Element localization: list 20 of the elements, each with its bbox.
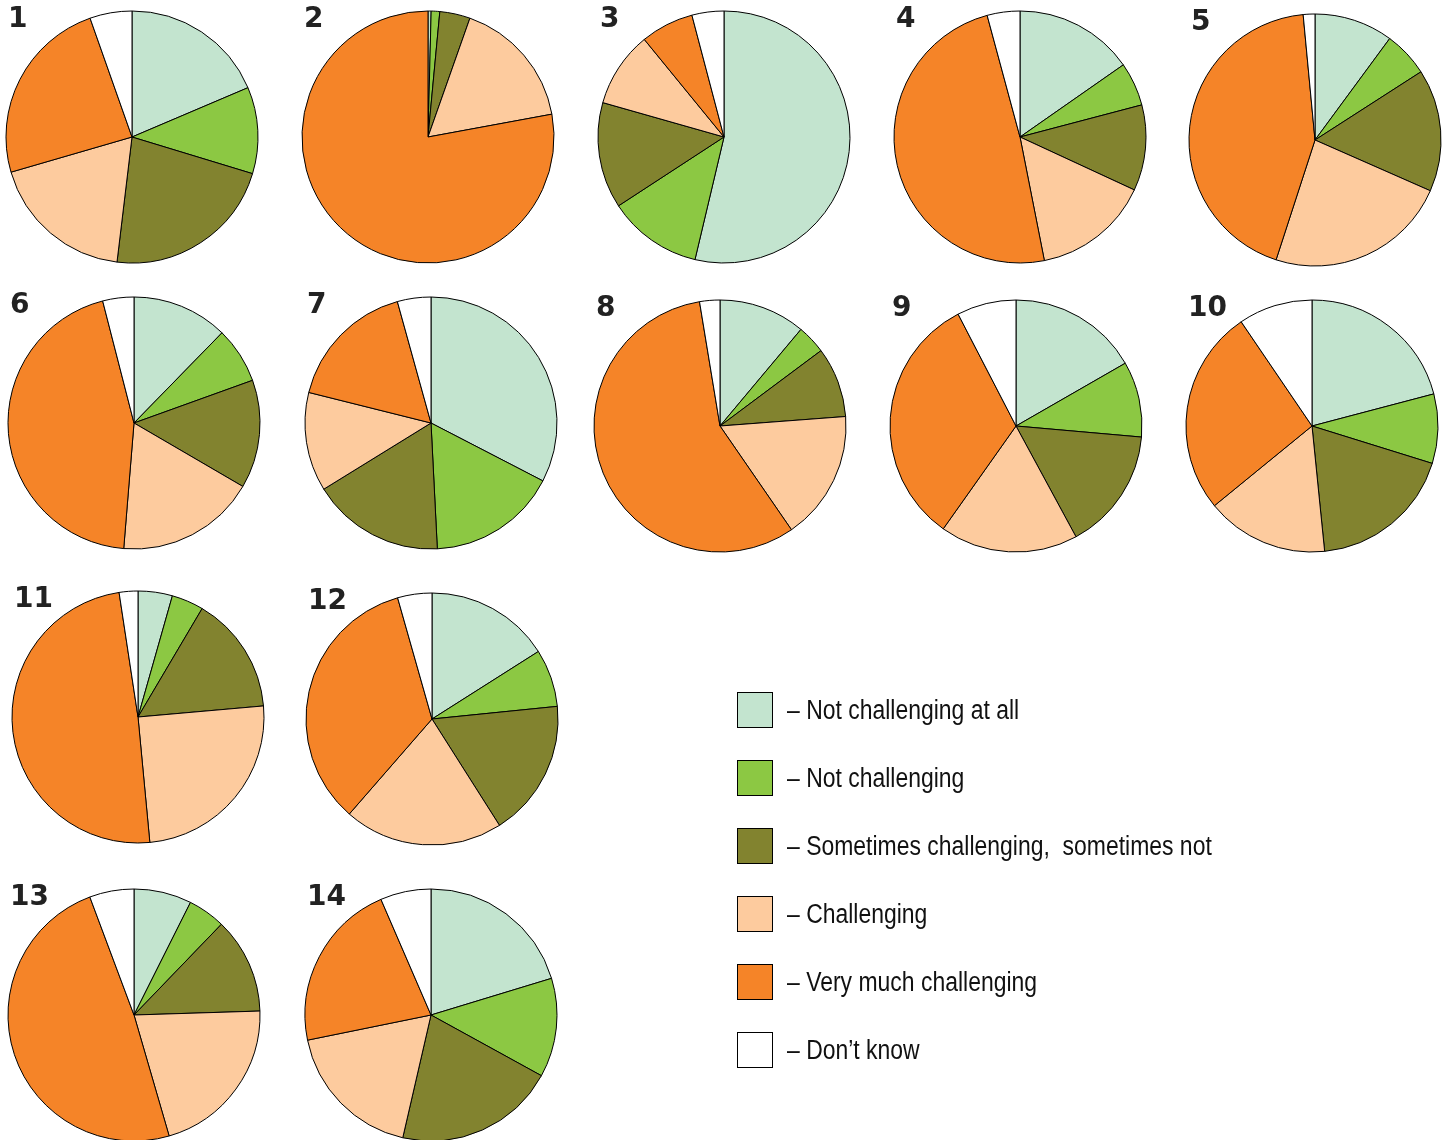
chart-title: 1 xyxy=(8,1,28,34)
chart-title: 7 xyxy=(307,287,327,320)
chart-title: 9 xyxy=(892,290,912,323)
legend-label: – Sometimes challenging, sometimes not xyxy=(787,830,1212,862)
chart-title: 5 xyxy=(1191,4,1211,37)
chart-title: 8 xyxy=(596,290,616,323)
chart-title: 4 xyxy=(896,1,916,34)
chart-title: 2 xyxy=(304,1,324,34)
chart-title: 11 xyxy=(14,581,53,614)
chart-title: 3 xyxy=(600,1,620,34)
chart-title: 6 xyxy=(10,287,30,320)
chart-title: 12 xyxy=(308,583,347,616)
chart-title: 10 xyxy=(1188,290,1227,323)
legend-label: – Very much challenging xyxy=(787,966,1038,998)
legend-label: – Not challenging at all xyxy=(787,694,1020,726)
legend-label: – Not challenging xyxy=(787,762,965,794)
chart-title: 14 xyxy=(307,879,346,912)
chart-title: 13 xyxy=(10,879,49,912)
legend-label: – Don’t know xyxy=(787,1034,920,1066)
legend-label: – Challenging xyxy=(787,898,928,930)
